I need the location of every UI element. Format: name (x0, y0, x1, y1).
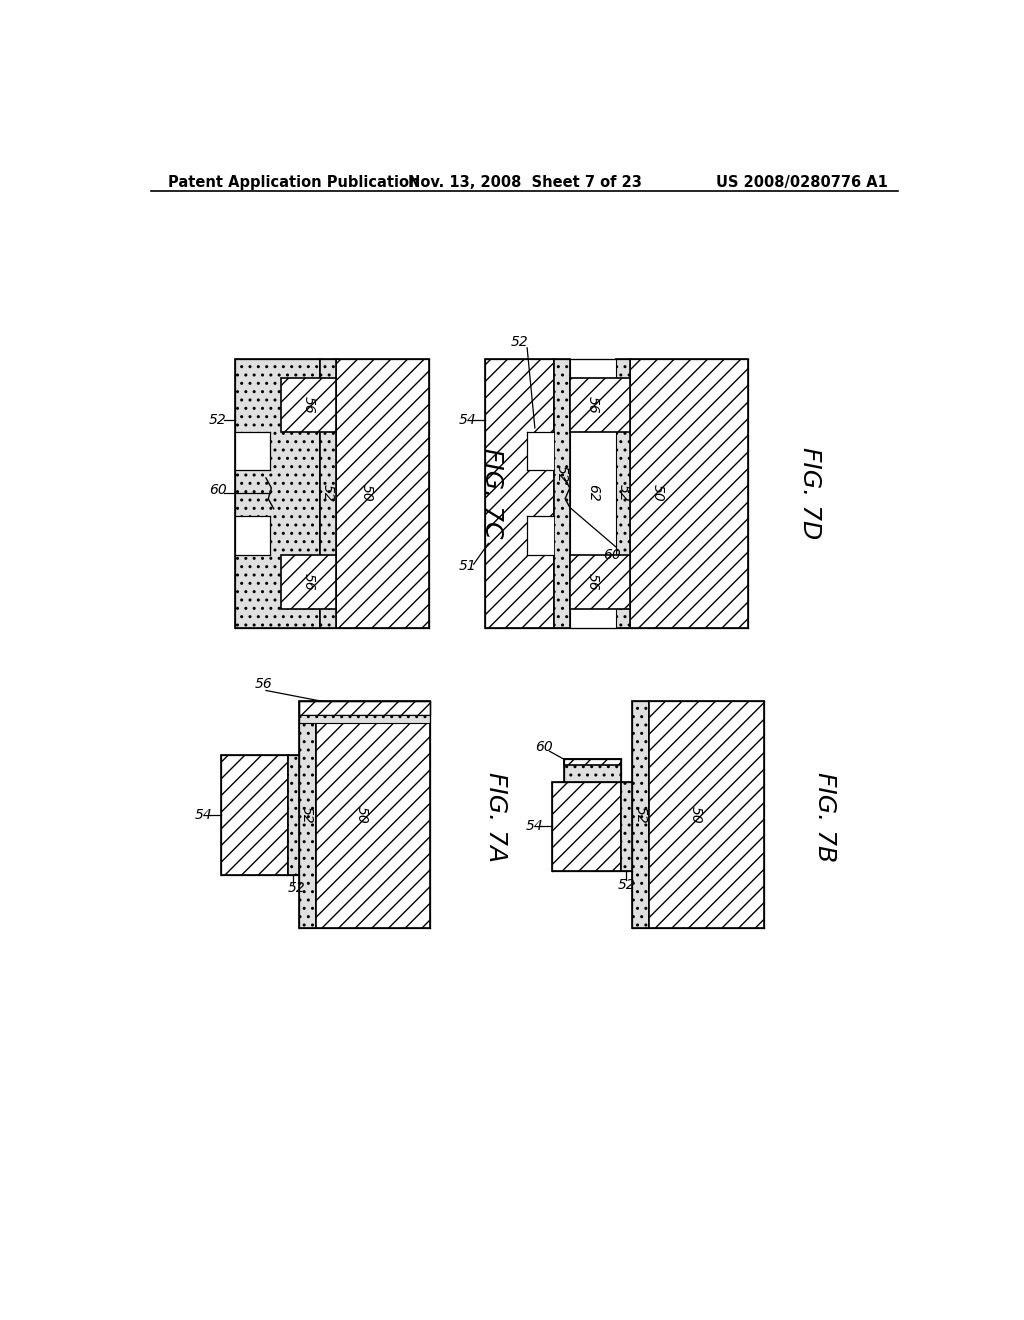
Bar (299, 701, 430, 715)
Bar (321, 359, 336, 628)
Text: 52: 52 (209, 413, 226, 428)
Bar (569, 378, 630, 432)
Bar (527, 516, 554, 554)
Bar (554, 359, 569, 628)
Text: 52: 52 (555, 465, 569, 483)
Bar (288, 755, 299, 875)
Bar (484, 359, 554, 628)
Text: 56: 56 (302, 396, 315, 413)
Bar (552, 781, 621, 871)
Text: 52: 52 (616, 484, 630, 502)
Text: 60: 60 (209, 483, 226, 496)
Text: 52: 52 (321, 484, 335, 502)
Bar (299, 701, 315, 928)
Text: 52: 52 (633, 807, 647, 824)
Text: 56: 56 (586, 573, 600, 591)
Text: 52: 52 (300, 807, 314, 824)
Text: 62: 62 (586, 484, 600, 502)
Text: 52: 52 (288, 882, 306, 895)
Text: Patent Application Publication: Patent Application Publication (168, 176, 420, 190)
Text: FIG. 7A: FIG. 7A (484, 772, 508, 862)
Bar (616, 359, 630, 628)
Text: 50: 50 (650, 484, 665, 502)
Bar (336, 359, 429, 628)
Bar (234, 516, 270, 554)
Bar (621, 781, 632, 871)
Text: FIG. 7B: FIG. 7B (813, 772, 838, 862)
Text: 50: 50 (355, 807, 369, 824)
Text: 52: 52 (511, 335, 528, 348)
Bar (234, 359, 321, 628)
Bar (282, 554, 336, 609)
Bar (563, 759, 621, 766)
Text: 50: 50 (688, 807, 702, 824)
Text: 60: 60 (603, 548, 622, 562)
Bar (221, 755, 288, 875)
Text: 52: 52 (617, 878, 635, 891)
Text: FIG. 7D: FIG. 7D (798, 447, 822, 540)
Bar (315, 701, 430, 928)
Bar (299, 715, 430, 723)
Text: 56: 56 (586, 396, 600, 413)
Text: Nov. 13, 2008  Sheet 7 of 23: Nov. 13, 2008 Sheet 7 of 23 (408, 176, 642, 190)
Bar (569, 554, 630, 609)
Bar (527, 432, 554, 470)
Text: FIG. 7C: FIG. 7C (480, 447, 504, 539)
Bar (649, 701, 764, 928)
Bar (632, 701, 649, 928)
Bar (569, 359, 616, 628)
Text: 50: 50 (359, 484, 374, 502)
Bar (563, 759, 621, 781)
Text: 56: 56 (302, 573, 315, 591)
Bar (630, 359, 748, 628)
Bar (282, 378, 336, 432)
Text: 60: 60 (536, 741, 553, 755)
Text: 51: 51 (459, 560, 476, 573)
Text: 56: 56 (255, 677, 272, 692)
Text: 54: 54 (459, 413, 476, 428)
Text: 54: 54 (196, 808, 213, 822)
Text: 54: 54 (526, 820, 544, 833)
Text: US 2008/0280776 A1: US 2008/0280776 A1 (716, 176, 888, 190)
Bar (234, 432, 270, 470)
